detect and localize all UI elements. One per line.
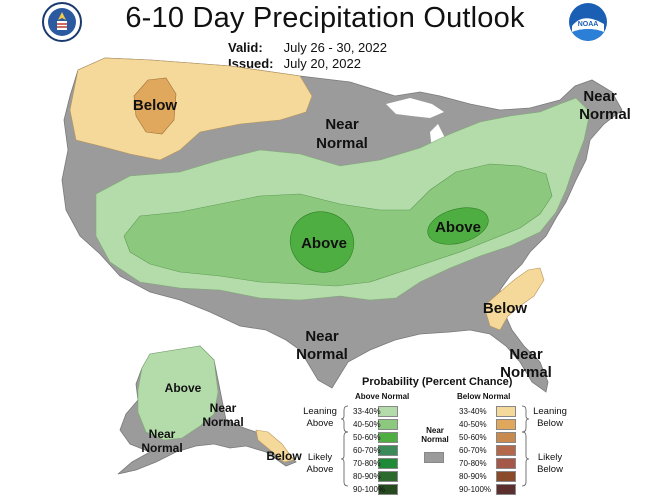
legend-leaning-above: Leaning Above [303, 406, 337, 429]
above-range-3: 50-60% [353, 433, 381, 442]
legend-below-header: Below Normal [457, 392, 511, 401]
below-swatch-3 [496, 432, 516, 443]
below-swatch-6 [496, 471, 516, 482]
label-near-north-2: Normal [316, 135, 368, 152]
valid-label: Valid: [228, 40, 263, 55]
label-above-plains: Above [301, 235, 347, 252]
label-near-ne-2: Normal [579, 106, 631, 123]
label-near-south-1: Near [305, 328, 339, 345]
below-range-5: 70-80% [459, 459, 487, 468]
above-range-6: 80-90% [353, 472, 381, 481]
above-range-5: 70-80% [353, 459, 381, 468]
above-50-ohio [427, 207, 489, 245]
below-range-1: 33-40% [459, 407, 487, 416]
above-range-4: 60-70% [353, 446, 381, 455]
below-nw-40 [133, 77, 177, 135]
below-range-6: 80-90% [459, 472, 487, 481]
label-near-north-1: Near [325, 116, 359, 133]
legend-likely-above: Likely Above [306, 452, 334, 475]
label-near-fl-1: Near [509, 346, 543, 363]
page-title: 6-10 Day Precipitation Outlook [125, 2, 525, 34]
great-lakes [386, 98, 534, 168]
legend-leaning-below: Leaning Below [533, 406, 567, 429]
above-range-2: 40-50% [353, 420, 381, 429]
below-swatch-2 [496, 419, 516, 430]
above-swatch-3 [378, 432, 398, 443]
above-swatch-1 [378, 406, 398, 417]
above-swatch-7 [378, 484, 398, 495]
below-nw-33 [69, 57, 313, 161]
alaska-above [137, 345, 219, 441]
label-ak-near-e-1: Near [210, 401, 237, 415]
issued-date: July 20, 2022 [283, 56, 361, 71]
below-swatch-7 [496, 484, 516, 495]
below-swatch-1 [496, 406, 516, 417]
legend-title: Probability (Percent Chance) [362, 376, 513, 388]
below-range-4: 60-70% [459, 446, 487, 455]
above-range-1: 33-40% [353, 407, 381, 416]
valid-dates: July 26 - 30, 2022 [283, 40, 387, 55]
label-below-se: Below [483, 300, 528, 317]
below-range-2: 40-50% [459, 420, 487, 429]
above-50-plains [289, 211, 355, 273]
alaska-below-panhandle [255, 429, 295, 463]
label-above-ohio: Above [435, 219, 481, 236]
label-near-fl-2: Normal [500, 364, 552, 381]
label-below-nw: Below [133, 97, 178, 114]
label-ak-near-w-1: Near [149, 427, 176, 441]
svg-text:NOAA: NOAA [578, 21, 599, 28]
noaa-logo: NOAA [568, 2, 608, 47]
legend-likely-below: Likely Below [537, 452, 563, 475]
below-range-3: 50-60% [459, 433, 487, 442]
below-swatch-4 [496, 445, 516, 456]
label-near-ne-1: Near [583, 88, 617, 105]
above-swatch-5 [378, 458, 398, 469]
legend-near-header: Near Normal [421, 426, 449, 444]
legend-above-header: Above Normal [355, 392, 410, 401]
label-near-south-2: Normal [296, 346, 348, 363]
legend-near-swatch [424, 452, 444, 463]
below-southeast [483, 267, 545, 331]
above-swatch-4 [378, 445, 398, 456]
label-ak-near-w-2: Normal [141, 441, 182, 455]
above-swatch-6 [378, 471, 398, 482]
below-swatch-5 [496, 458, 516, 469]
label-ak-below: Below [266, 449, 302, 463]
label-ak-above: Above [165, 381, 202, 395]
doc-seal-logo [42, 2, 82, 47]
below-range-7: 90-100% [459, 485, 492, 494]
label-ak-near-e-2: Normal [202, 415, 243, 429]
valid-line: Valid: July 26 - 30, 2022 [228, 40, 387, 55]
above-swatch-2 [378, 419, 398, 430]
above-range-7: 90-100% [353, 485, 386, 494]
